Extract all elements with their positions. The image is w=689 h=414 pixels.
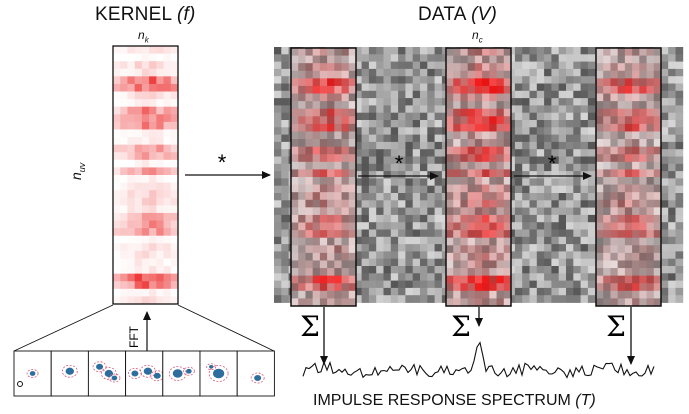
- uv-blob: [209, 364, 214, 369]
- data-channel-3: [596, 48, 662, 307]
- beam-circle: [17, 381, 23, 387]
- channel-box-3: [595, 47, 662, 307]
- uv-blob: [104, 369, 114, 378]
- uv-blob: [96, 363, 104, 370]
- conv-star-1: *: [395, 151, 404, 176]
- uv-contour: [168, 366, 187, 381]
- sum-symbol-2: Σ: [451, 310, 471, 343]
- output-symbol: (T): [575, 392, 596, 409]
- uv-blob: [131, 370, 139, 377]
- uv-blob: [254, 375, 262, 381]
- uv-blob: [186, 368, 192, 374]
- data-title-text: DATA: [418, 4, 466, 25]
- kernel-matrix: [113, 46, 179, 305]
- data-width-sub: c: [478, 35, 483, 45]
- uv-contour: [100, 367, 117, 380]
- data-width-n: n: [472, 28, 479, 42]
- uv-contour: [26, 369, 39, 378]
- output-title-text: IMPULSE RESPONSE SPECTRUM: [313, 392, 571, 409]
- channel-box-1: [290, 47, 357, 307]
- kernel-title: KERNEL (f): [95, 4, 196, 26]
- kernel-symbol: (f): [177, 4, 196, 25]
- inset-zoom-line-left: [13, 304, 114, 352]
- uv-inset-panels: [13, 350, 275, 397]
- conv-star-2: *: [548, 151, 557, 176]
- fft-label: FFT: [127, 325, 141, 348]
- uv-contour: [108, 373, 121, 383]
- kernel-width-sub: k: [144, 35, 149, 45]
- inset-zoom-line-right: [177, 304, 275, 352]
- data-symbol: (V): [471, 4, 498, 25]
- uv-contour: [250, 372, 265, 384]
- data-width-label: nc: [472, 28, 483, 44]
- data-channel-1: [291, 48, 357, 307]
- conv-star-main: *: [218, 150, 227, 175]
- uv-contour: [182, 366, 195, 376]
- output-title: IMPULSE RESPONSE SPECTRUM (T): [313, 392, 596, 410]
- uv-contour: [206, 363, 217, 371]
- uv-contour: [92, 361, 107, 373]
- uv-blob: [172, 369, 183, 378]
- uv-blob: [65, 367, 75, 375]
- uv-contour: [208, 365, 229, 382]
- kernel-width-n: n: [138, 28, 145, 42]
- kernel-width-label: nk: [138, 28, 149, 44]
- sum-symbol-3: Σ: [606, 310, 626, 343]
- uv-blob: [153, 372, 161, 379]
- uv-contour: [61, 364, 78, 378]
- kernel-box: [112, 45, 179, 305]
- uv-blob: [213, 368, 225, 379]
- uv-blob: [143, 367, 153, 375]
- kernel-title-text: KERNEL: [95, 4, 172, 25]
- channel-box-2: [445, 47, 512, 307]
- sum-symbol-1: Σ: [300, 310, 320, 343]
- data-channel-2: [446, 48, 512, 307]
- impulse-response-spectrum-line: [302, 341, 655, 379]
- uv-blob: [111, 375, 118, 381]
- uv-blob: [29, 371, 36, 376]
- data-title: DATA (V): [418, 4, 497, 26]
